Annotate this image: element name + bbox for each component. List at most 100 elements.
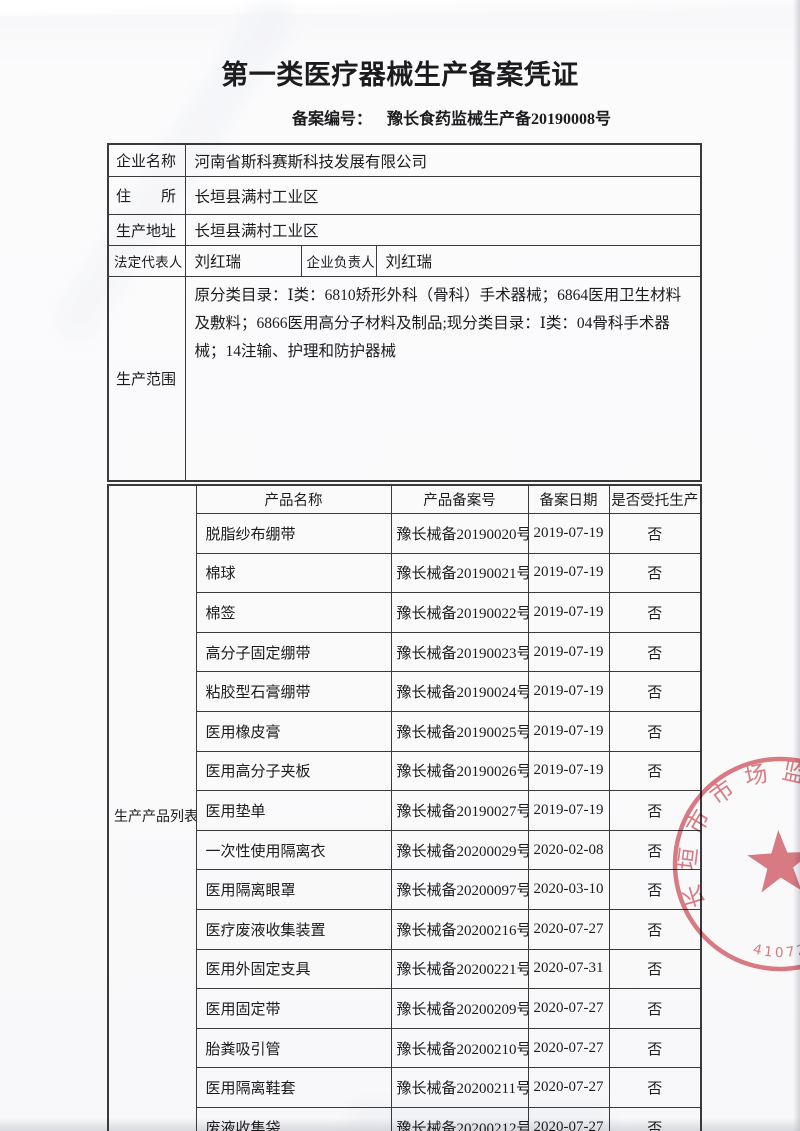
entrusted-cell: 否 (608, 1027, 702, 1069)
filing-date-cell: 2019-07-19 (527, 631, 610, 673)
filing-number-line: 备案编号： 豫长食药监械生产备20190008号 (292, 105, 611, 129)
entrusted-cell: 否 (608, 710, 702, 752)
product-list-table: 生产产品列表 产品名称 产品备案号 备案日期 是否受托生产 脱脂纱布绷带 豫长械备… (107, 484, 702, 1131)
entrusted-cell: 否 (608, 948, 702, 990)
filing-date-cell: 2020-07-27 (527, 1027, 610, 1069)
production-address-label: 生产地址 (107, 214, 186, 246)
filing-date-cell: 2019-07-19 (527, 710, 610, 752)
entrusted-cell: 否 (608, 671, 702, 712)
product-filing-no-cell: 豫长械备20200097号 (390, 869, 529, 910)
filing-date-cell: 2019-07-19 (527, 671, 610, 712)
product-name-cell: 医用隔离眼罩 (195, 869, 392, 910)
legal-rep-label: 法定代表人 (107, 245, 186, 277)
product-row: 棉签 豫长械备20190022号 2019-07-19 否 (108, 592, 702, 633)
product-row: 医用隔离眼罩 豫长械备20200097号 2020-03-10 否 (108, 869, 702, 910)
scan-right-edge-shadow (793, 0, 800, 1131)
entrusted-cell: 否 (608, 552, 702, 594)
seal-code-text: 41072 (750, 938, 800, 962)
document-title: 第一类医疗器械生产备案凭证 (221, 60, 579, 90)
legal-rep-value: 刘红瑞 (184, 245, 302, 277)
filing-date-cell: 2020-07-27 (527, 908, 610, 950)
entrusted-cell: 否 (608, 592, 702, 633)
product-row: 胎粪吸引管 豫长械备20200210号 2020-07-27 否 (108, 1027, 702, 1069)
header-product-name: 产品名称 (195, 484, 392, 514)
product-name-cell: 医疗废液收集装置 (195, 908, 392, 950)
product-filing-no-cell: 豫长械备20190024号 (390, 671, 529, 712)
product-name-cell: 脱脂纱布绷带 (195, 513, 392, 554)
filing-date-cell: 2020-02-08 (527, 829, 610, 871)
entrusted-cell: 否 (608, 869, 702, 910)
product-row: 粘胶型石膏绷带 豫长械备20190024号 2019-07-19 否 (108, 671, 702, 712)
filing-date-cell: 2020-03-10 (527, 869, 610, 910)
product-row: 高分子固定绷带 豫长械备20190023号 2019-07-19 否 (108, 631, 702, 673)
scan-top-edge (0, 0, 800, 16)
product-filing-no-cell: 豫长械备20200211号 (390, 1067, 529, 1108)
product-row: 脱脂纱布绷带 豫长械备20190020号 2019-07-19 否 (108, 513, 702, 554)
product-name-cell: 医用高分子夹板 (195, 750, 392, 792)
residence-row: 住 所 长垣县满村工业区 (107, 176, 702, 215)
product-row: 医用高分子夹板 豫长械备20190026号 2019-07-19 否 (108, 750, 702, 792)
product-row: 医用固定带 豫长械备20200209号 2020-07-27 否 (108, 988, 702, 1029)
product-row: 医疗废液收集装置 豫长械备20200216号 2020-07-27 否 (108, 908, 702, 950)
manager-label: 企业负责人 (300, 245, 377, 277)
filing-date-cell: 2020-07-27 (527, 1106, 610, 1131)
product-row: 医用橡皮膏 豫长械备20190025号 2019-07-19 否 (108, 710, 702, 752)
filing-number-value: 豫长食药监械生产备20190008号 (387, 111, 612, 128)
product-filing-no-cell: 豫长械备20200209号 (390, 988, 529, 1029)
official-seal: 长垣市市场监督管理局 41072 (669, 753, 800, 972)
product-name-cell: 高分子固定绷带 (195, 631, 392, 673)
filing-date-cell: 2019-07-19 (527, 592, 610, 633)
production-scope-row: 生产范围 原分类目录：Ⅰ类：6810矫形外科（骨科）手术器械；6864医用卫生材… (107, 276, 702, 482)
filing-date-cell: 2019-07-19 (527, 790, 610, 831)
product-filing-no-cell: 豫长械备20200029号 (390, 829, 529, 871)
product-name-cell: 一次性使用隔离衣 (195, 829, 392, 871)
seal-star-icon (747, 830, 800, 893)
manager-value: 刘红瑞 (375, 245, 702, 277)
product-row: 医用外固定支具 豫长械备20200221号 2020-07-31 否 (108, 948, 702, 990)
filing-date-cell: 2020-07-27 (527, 988, 610, 1029)
entrusted-cell: 否 (608, 1067, 702, 1108)
product-row: 一次性使用隔离衣 豫长械备20200029号 2020-02-08 否 (108, 829, 702, 871)
product-filing-no-cell: 豫长械备20190027号 (390, 790, 529, 831)
product-table-header-row: 生产产品列表 产品名称 产品备案号 备案日期 是否受托生产 (107, 484, 702, 1131)
entrusted-cell: 否 (608, 1106, 702, 1131)
header-product-filing-no: 产品备案号 (390, 484, 529, 514)
filing-date-cell: 2019-07-19 (527, 750, 610, 792)
product-filing-no-cell: 豫长械备20200210号 (390, 1027, 529, 1069)
product-filing-no-cell: 豫长械备20200216号 (390, 908, 529, 950)
product-table-body: 生产产品列表 产品名称 产品备案号 备案日期 是否受托生产 脱脂纱布绷带 豫长械备… (107, 484, 702, 1131)
entrusted-cell: 否 (608, 750, 702, 792)
company-name-label: 企业名称 (107, 143, 186, 177)
seal-ring (672, 756, 800, 972)
legal-rep-row: 法定代表人 刘红瑞 企业负责人 刘红瑞 (107, 245, 702, 277)
product-name-cell: 医用垫单 (195, 790, 392, 831)
production-address-row: 生产地址 长垣县满村工业区 (107, 214, 702, 246)
product-row: 医用隔离鞋套 豫长械备20200211号 2020-07-27 否 (108, 1067, 702, 1108)
svg-text:41072: 41072 (750, 938, 800, 962)
entrusted-cell: 否 (608, 790, 702, 831)
product-row: 棉球 豫长械备20190021号 2019-07-19 否 (108, 552, 702, 594)
header-filing-date: 备案日期 (527, 484, 610, 514)
product-filing-no-cell: 豫长械备20190023号 (390, 631, 529, 673)
filing-date-cell: 2019-07-19 (527, 513, 610, 554)
residence-label: 住 所 (107, 176, 186, 215)
filing-date-cell: 2020-07-27 (527, 1067, 610, 1108)
product-filing-no-cell: 豫长械备20190022号 (390, 592, 529, 633)
product-list-section-label: 生产产品列表 (107, 484, 197, 1131)
product-row: 医用垫单 豫长械备20190027号 2019-07-19 否 (108, 790, 702, 831)
header-entrusted: 是否受托生产 (608, 484, 702, 514)
enterprise-info-table: 企业名称 河南省斯科赛斯科技发展有限公司 住 所 长垣县满村工业区 生产地址 长… (107, 143, 703, 482)
entrusted-cell: 否 (608, 829, 702, 871)
product-filing-no-cell: 豫长械备20190021号 (390, 552, 529, 594)
production-scope-label: 生产范围 (107, 276, 186, 482)
residence-value: 长垣县满村工业区 (184, 176, 702, 215)
entrusted-cell: 否 (608, 908, 702, 950)
product-name-cell: 棉球 (195, 552, 392, 594)
product-filing-no-cell: 豫长械备20200221号 (390, 948, 529, 990)
product-filing-no-cell: 豫长械备20190026号 (390, 750, 529, 792)
entrusted-cell: 否 (608, 631, 702, 673)
entrusted-cell: 否 (608, 513, 702, 554)
product-filing-no-cell: 豫长械备20200212号 (390, 1106, 529, 1131)
filing-date-cell: 2020-07-31 (527, 948, 610, 990)
